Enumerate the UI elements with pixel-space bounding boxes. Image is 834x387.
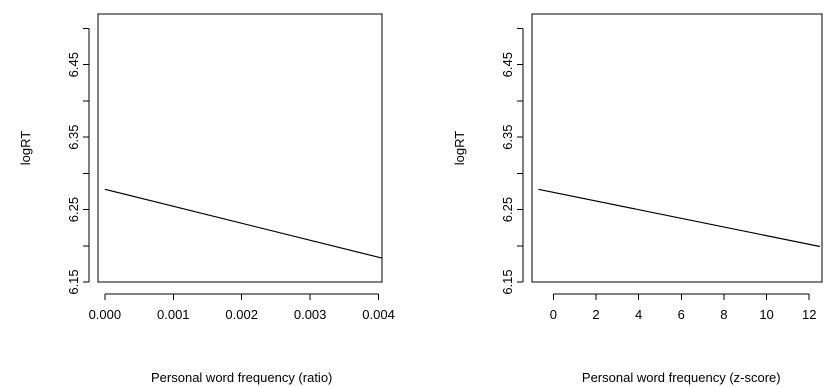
x-tick-label: 6 [678, 307, 685, 322]
y-tick-label: 6.45 [66, 52, 81, 77]
x-axis-title: Personal word frequency (z-score) [582, 370, 781, 385]
x-tick-label: 0 [550, 307, 557, 322]
plot-box [531, 13, 823, 283]
y-tick-label: 6.25 [500, 197, 515, 222]
y-tick-label: 6.25 [66, 197, 81, 222]
x-tick-label: 0.004 [362, 307, 395, 322]
regression-line [538, 188, 820, 248]
x-tick-label: 0.000 [89, 307, 122, 322]
plot-box [97, 13, 383, 283]
right-panel: 0 2 4 6 8 10 12 6.15 6.25 6.35 6.45 Personal word f… [452, 13, 823, 385]
y-axis-title: logRT [18, 131, 33, 166]
x-tick-label: 0.002 [225, 307, 258, 322]
x-tick-label: 0.001 [157, 307, 190, 322]
x-tick-label: 0.003 [294, 307, 327, 322]
y-tick-label: 6.35 [500, 124, 515, 149]
y-tick-label: 6.35 [66, 124, 81, 149]
y-tick-label: 6.45 [500, 52, 515, 77]
y-axis-title: logRT [452, 131, 467, 166]
x-tick-label: 2 [592, 307, 599, 322]
x-tick-label: 12 [802, 307, 816, 322]
x-tick-label: 8 [720, 307, 727, 322]
x-tick-label: 4 [635, 307, 642, 322]
y-tick-label: 6.15 [66, 269, 81, 294]
y-tick-label: 6.15 [500, 269, 515, 294]
x-tick-label: 10 [759, 307, 773, 322]
left-panel: 0.000 0.001 0.002 0.003 0.004 6.15 6.25 6.35 6.4… [18, 13, 395, 385]
regression-line [104, 188, 383, 259]
x-axis-title: Personal word frequency (ratio) [151, 370, 332, 385]
